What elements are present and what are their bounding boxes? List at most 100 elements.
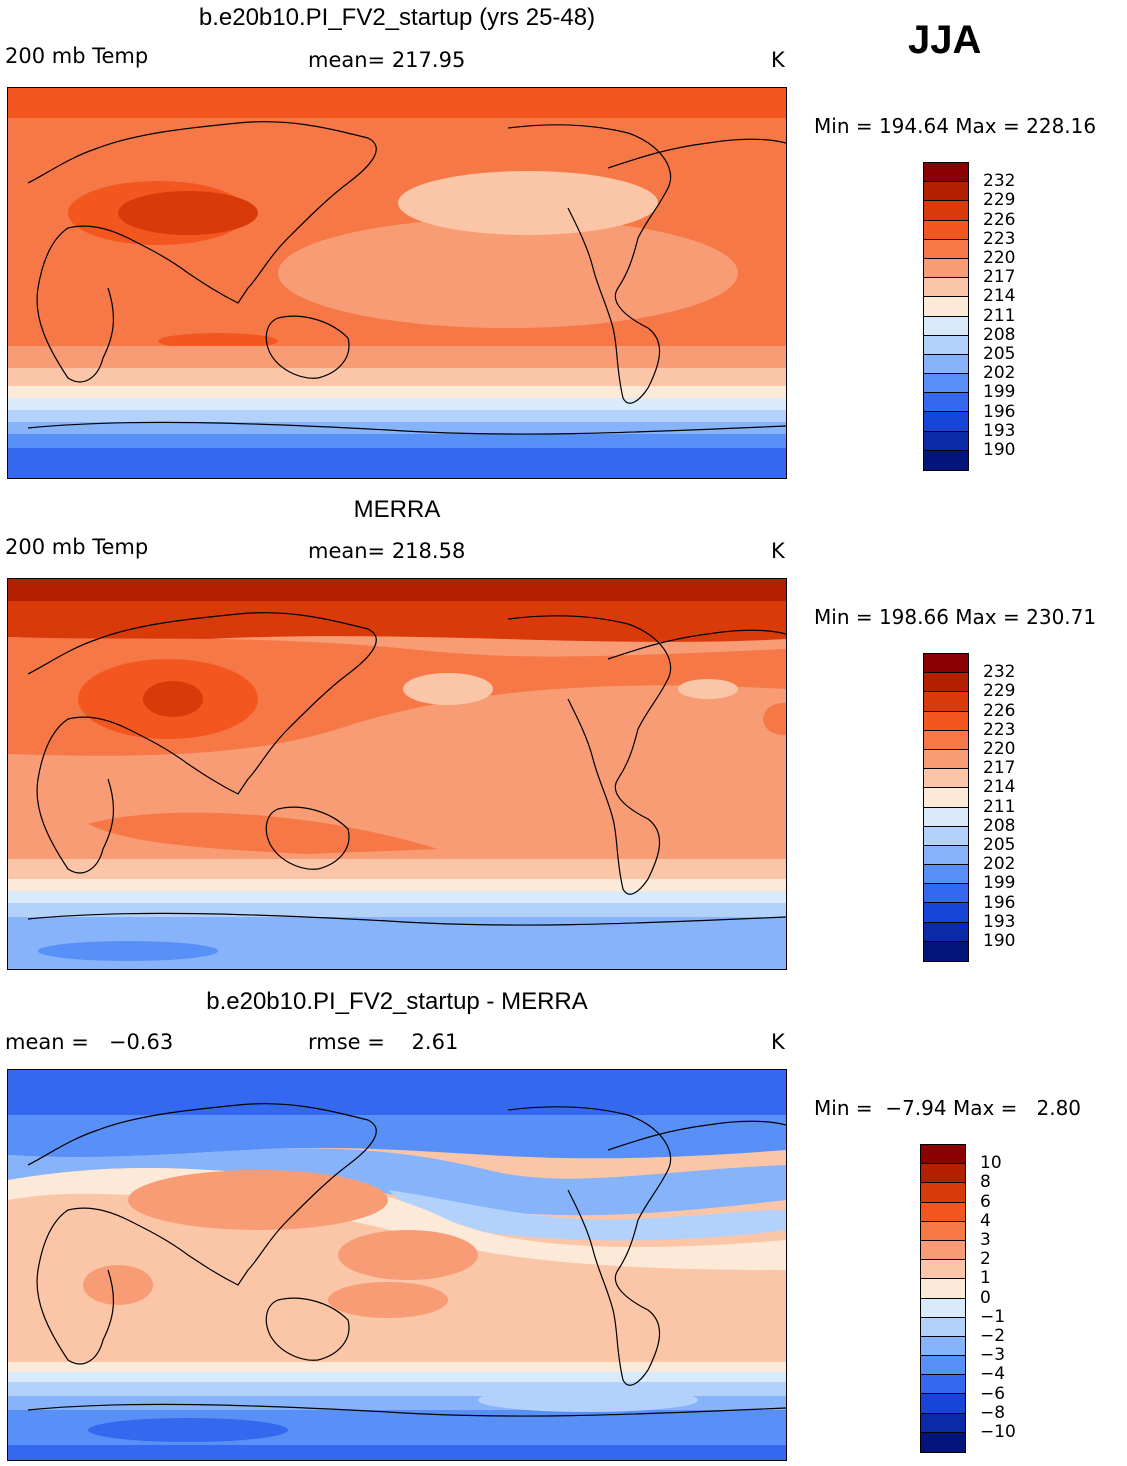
colorbar-swatch <box>924 922 968 942</box>
colorbar-swatch <box>924 201 968 221</box>
panel-3-units-label: K <box>771 1030 785 1054</box>
colorbar-tick-label: 214 <box>983 286 1016 307</box>
panel-2-colorbar <box>923 653 969 962</box>
colorbar-swatch <box>921 1183 965 1203</box>
colorbar-swatch <box>924 412 968 432</box>
panel-3-title: b.e20b10.PI_FV2_startup - MERRA <box>206 988 588 1015</box>
panel-2-mean-label: mean= 218.58 <box>308 539 466 563</box>
colorbar-tick-label: 6 <box>980 1191 991 1212</box>
panel-3-map <box>7 1069 787 1461</box>
colorbar-swatch <box>921 1356 965 1376</box>
panel-1-map <box>7 87 787 479</box>
colorbar-swatch <box>921 1413 965 1433</box>
panel-1-minmax: Min = 194.64 Max = 228.16 <box>814 114 1097 138</box>
panel-1-mean-label: mean= 217.95 <box>308 48 466 72</box>
colorbar-swatch <box>924 865 968 885</box>
colorbar-tick-label: 4 <box>980 1210 991 1231</box>
panel-2-variable-label: 200 mb Temp <box>5 535 149 559</box>
colorbar-tick-label: 0 <box>980 1287 991 1308</box>
colorbar-tick-label: −3 <box>980 1345 1006 1366</box>
panel-1-colorbar <box>923 162 969 471</box>
colorbar-swatch <box>921 1432 965 1452</box>
colorbar-swatch <box>921 1260 965 1280</box>
colorbar-swatch <box>924 807 968 827</box>
colorbar-swatch <box>921 1298 965 1318</box>
colorbar-swatch <box>924 220 968 240</box>
colorbar-swatch <box>924 654 968 674</box>
colorbar-swatch <box>924 903 968 923</box>
colorbar-swatch <box>924 450 968 470</box>
colorbar-swatch <box>921 1145 965 1165</box>
panel-1-colorbar-labels: 232 229 226 223 220 217 214 211 208 205 202 199 196 1… <box>983 162 1043 470</box>
colorbar-tick-label: 223 <box>983 719 1016 740</box>
colorbar-tick-label: 226 <box>983 700 1016 721</box>
colorbar-tick-label: 1 <box>980 1268 991 1289</box>
colorbar-swatch <box>921 1279 965 1299</box>
panel-3-minmax: Min = −7.94 Max = 2.80 <box>814 1096 1082 1120</box>
colorbar-tick-label: 193 <box>983 420 1016 441</box>
colorbar-tick-label: 202 <box>983 363 1016 384</box>
panel-2-units-label: K <box>771 539 785 563</box>
colorbar-swatch <box>924 163 968 183</box>
colorbar-tick-label: 220 <box>983 248 1016 268</box>
colorbar-swatch <box>924 884 968 904</box>
colorbar-swatch <box>924 182 968 202</box>
colorbar-swatch <box>924 278 968 298</box>
colorbar-tick-label: 205 <box>983 344 1016 364</box>
colorbar-tick-label: −8 <box>980 1402 1006 1423</box>
colorbar-swatch <box>921 1202 965 1222</box>
colorbar-tick-label: −10 <box>980 1422 1016 1442</box>
colorbar-tick-label: 202 <box>983 854 1016 875</box>
colorbar-swatch <box>924 730 968 750</box>
colorbar-tick-label: −1 <box>980 1306 1006 1327</box>
colorbar-swatch <box>924 711 968 731</box>
colorbar-tick-label: 229 <box>983 681 1016 702</box>
colorbar-tick-label: 190 <box>983 440 1016 460</box>
colorbar-swatch <box>924 826 968 846</box>
colorbar-tick-label: 211 <box>983 796 1016 817</box>
colorbar-swatch <box>924 316 968 336</box>
colorbar-swatch <box>924 239 968 259</box>
colorbar-tick-label: 211 <box>983 305 1016 326</box>
colorbar-swatch <box>924 335 968 355</box>
colorbar-swatch <box>924 692 968 712</box>
colorbar-tick-label: 10 <box>980 1153 1002 1174</box>
panel-1-title: b.e20b10.PI_FV2_startup (yrs 25-48) <box>198 4 596 31</box>
colorbar-swatch <box>924 788 968 808</box>
panel-3-colorbar <box>920 1144 966 1453</box>
colorbar-tick-label: 190 <box>983 931 1016 951</box>
colorbar-tick-label: 220 <box>983 739 1016 759</box>
panel-2-title: MERRA <box>353 496 441 523</box>
panel-2-contour-field <box>8 579 786 969</box>
colorbar-tick-label: 208 <box>983 324 1016 345</box>
colorbar-swatch <box>924 845 968 866</box>
colorbar-swatch <box>924 258 968 279</box>
colorbar-swatch <box>921 1317 965 1337</box>
colorbar-swatch <box>921 1221 965 1241</box>
colorbar-tick-label: −6 <box>980 1383 1006 1404</box>
panel-1-contour-field <box>8 88 786 478</box>
colorbar-tick-label: 232 <box>983 662 1016 683</box>
colorbar-tick-label: 214 <box>983 777 1016 798</box>
colorbar-tick-label: 199 <box>983 382 1016 403</box>
panel-3-contour-field <box>8 1070 786 1460</box>
colorbar-tick-label: 205 <box>983 835 1016 855</box>
colorbar-tick-label: 199 <box>983 873 1016 894</box>
colorbar-tick-label: 196 <box>983 892 1016 913</box>
panel-2-colorbar-labels: 232 229 226 223 220 217 214 211 208 205 202 199 196 1… <box>983 653 1043 961</box>
colorbar-swatch <box>921 1375 965 1395</box>
colorbar-swatch <box>921 1240 965 1261</box>
colorbar-tick-label: 8 <box>980 1172 991 1193</box>
colorbar-swatch <box>921 1164 965 1184</box>
panel-2-map <box>7 578 787 970</box>
colorbar-tick-label: 223 <box>983 228 1016 249</box>
panel-1-units-label: K <box>771 48 785 72</box>
panel-1-variable-label: 200 mb Temp <box>5 44 149 68</box>
colorbar-tick-label: 217 <box>983 267 1016 288</box>
colorbar-swatch <box>924 393 968 413</box>
panel-2-minmax: Min = 198.66 Max = 230.71 <box>814 605 1097 629</box>
colorbar-tick-label: 196 <box>983 401 1016 422</box>
colorbar-swatch <box>924 374 968 394</box>
colorbar-swatch <box>924 431 968 451</box>
colorbar-swatch <box>921 1336 965 1357</box>
